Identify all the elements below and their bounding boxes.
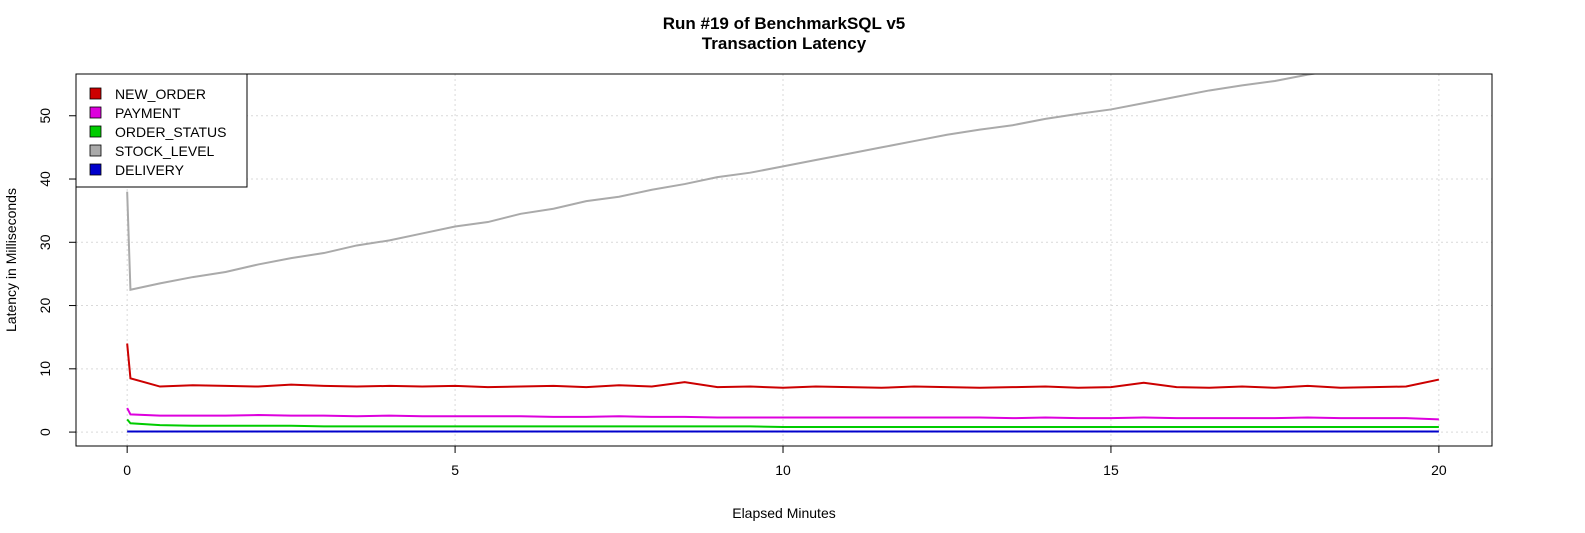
legend-label: PAYMENT <box>115 105 181 121</box>
y-tick-label: 10 <box>37 361 53 377</box>
y-tick-label: 30 <box>37 234 53 250</box>
legend-label: DELIVERY <box>115 162 185 178</box>
y-tick-label: 0 <box>37 428 53 436</box>
series-line <box>126 343 1440 389</box>
series-line <box>126 407 1439 421</box>
legend-label: NEW_ORDER <box>115 86 206 102</box>
x-tick-label: 20 <box>1431 462 1447 478</box>
x-tick-label: 10 <box>775 462 791 478</box>
legend-swatch <box>89 144 102 157</box>
x-tick-label: 0 <box>123 462 131 478</box>
series-line <box>126 74 1319 291</box>
plot-lines <box>126 74 1440 433</box>
legend-swatch <box>89 87 102 100</box>
chart-subtitle: Transaction Latency <box>702 34 867 53</box>
legend-swatch <box>89 125 102 138</box>
chart-title: Run #19 of BenchmarkSQL v5 <box>663 14 906 33</box>
legend-label: ORDER_STATUS <box>115 124 227 140</box>
x-tick-label: 5 <box>451 462 459 478</box>
y-tick-label: 50 <box>37 108 53 124</box>
grid <box>76 74 1492 446</box>
x-tick-label: 15 <box>1103 462 1119 478</box>
y-tick-label: 20 <box>37 298 53 314</box>
plot-frame <box>75 73 1493 447</box>
y-axis-label: Latency in Milliseconds <box>3 188 19 332</box>
axes: 0 5 10 15 20 0 10 20 30 40 50 <box>37 108 1447 478</box>
x-axis-label: Elapsed Minutes <box>732 505 836 521</box>
y-tick-label: 40 <box>37 171 53 187</box>
legend-label: STOCK_LEVEL <box>115 143 215 159</box>
series-line <box>126 418 1439 429</box>
legend-swatch <box>89 106 102 119</box>
legend: NEW_ORDER PAYMENT ORDER_STATUS STOCK_LEVEL D… <box>75 73 248 188</box>
legend-box <box>75 73 248 188</box>
legend-swatch <box>89 163 102 176</box>
